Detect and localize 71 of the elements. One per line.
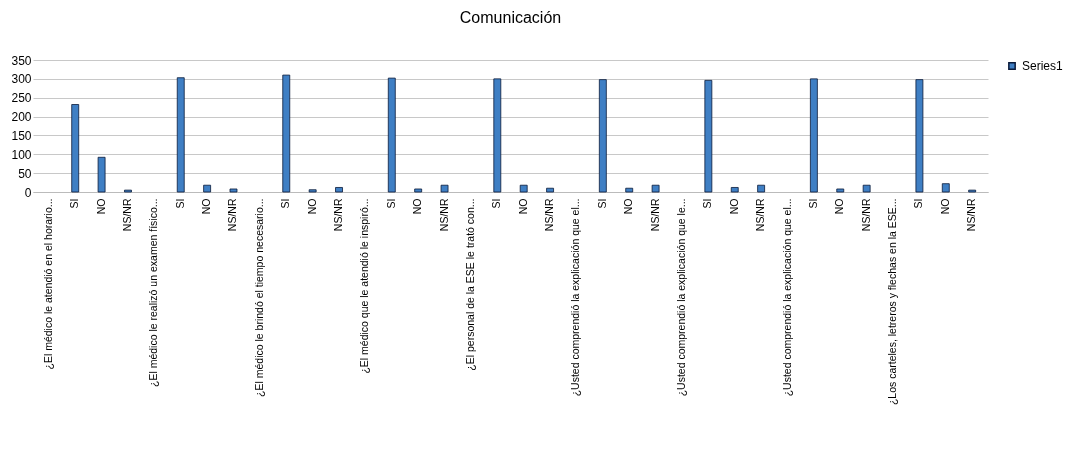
x-tick-label: ¿Los carteles, letreros y flechas en la ESE...: [886, 198, 899, 406]
x-tick-label: ¿Usted comprendió la explicación que el...: [780, 198, 793, 397]
x-tick-label: NO: [411, 198, 424, 215]
bar: [651, 184, 660, 193]
bar: [308, 189, 317, 193]
x-tick-label: ¿El médico que le atendió le inspiró...: [358, 198, 371, 374]
bar: [546, 187, 554, 193]
bar: [440, 184, 449, 193]
x-tick-label: NS/NR: [754, 198, 767, 232]
x-tick-label: NO: [622, 198, 635, 215]
bar: [941, 183, 950, 193]
x-tick-label: SI: [68, 198, 81, 209]
x-tick-label: NS/NR: [543, 198, 556, 232]
x-tick-label: SI: [701, 198, 714, 209]
x-tick-label: NO: [94, 198, 107, 215]
x-tick-label: NO: [516, 198, 529, 215]
bar: [809, 78, 818, 193]
y-tick-label: 350: [11, 53, 32, 68]
bar: [625, 187, 634, 193]
x-tick-label: ¿El personal de la ESE le trató con...: [463, 198, 476, 371]
x-tick-label: NO: [200, 198, 213, 215]
bar: [836, 188, 845, 193]
bar: [862, 184, 871, 193]
bar: [387, 77, 396, 193]
x-tick-label: NS/NR: [332, 198, 345, 232]
legend-label: Series1: [1022, 59, 1064, 73]
y-tick-label: 200: [11, 110, 32, 125]
bar: [704, 79, 713, 193]
x-tick-label: ¿El médico le atendió en el horario...: [41, 198, 54, 370]
bar: [730, 187, 739, 193]
bar: [176, 77, 185, 193]
x-tick-label: ¿El médico le brindó el tiempo necesario...: [252, 198, 265, 397]
x-tick-label: ¿Usted comprendió la explicación que le...: [674, 198, 687, 397]
y-tick-label: 0: [24, 185, 32, 200]
bar: [414, 188, 423, 193]
y-tick-label: 150: [11, 128, 32, 143]
bar: [519, 184, 528, 193]
x-tick-label: ¿Usted comprendió la explicación que el...: [569, 198, 582, 397]
chart-title: Comunicación: [459, 9, 562, 26]
x-tick-label: SI: [806, 198, 819, 209]
bar: [71, 104, 80, 193]
bar: [757, 184, 766, 193]
x-tick-label: SI: [490, 198, 503, 209]
x-tick-label: NS/NR: [437, 198, 450, 232]
x-tick-label: SI: [912, 198, 925, 209]
y-tick-label: 250: [11, 91, 32, 106]
bar: [282, 74, 291, 193]
x-tick-label: SI: [279, 198, 292, 209]
y-tick-label: 300: [11, 72, 32, 87]
bar: [97, 156, 106, 193]
x-tick-label: SI: [595, 198, 608, 209]
x-tick-label: NS/NR: [859, 198, 872, 232]
bar: [915, 79, 924, 193]
x-tick-label: NS/NR: [965, 198, 978, 232]
x-tick-label: SI: [173, 198, 186, 209]
bar: [335, 187, 343, 193]
x-tick-label: NS/NR: [226, 198, 239, 232]
x-tick-label: NS/NR: [648, 198, 661, 232]
x-tick-label: NS/NR: [120, 198, 133, 232]
x-tick-label: NO: [305, 198, 318, 215]
x-tick-label: NO: [727, 198, 740, 215]
x-tick-label: ¿El médico le realizó un examen físico...: [147, 198, 160, 387]
y-tick-label: 100: [11, 147, 32, 162]
bar: [203, 184, 212, 193]
bar: [493, 78, 502, 193]
y-tick-label: 50: [18, 166, 32, 181]
x-tick-label: SI: [384, 198, 397, 209]
x-tick-label: NO: [833, 198, 846, 215]
x-tick-label: NO: [938, 198, 951, 215]
bar: [598, 79, 607, 193]
bar: [229, 188, 238, 193]
